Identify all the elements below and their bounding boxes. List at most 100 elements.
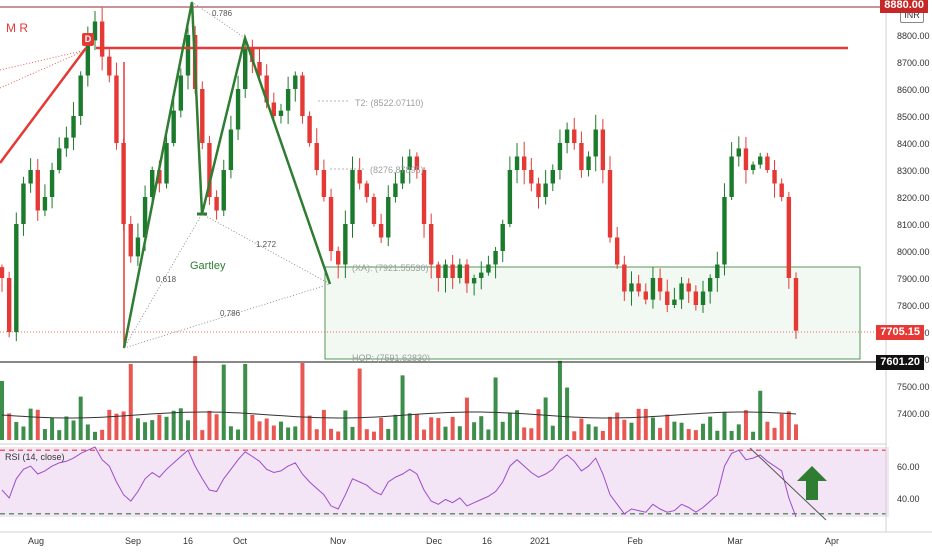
candle-body [514, 156, 520, 170]
candle-body [335, 251, 341, 265]
candle-body [285, 89, 291, 111]
volume-bar [221, 364, 226, 440]
volume-bar [321, 409, 326, 440]
volume-bar [193, 356, 198, 440]
volume-bar [307, 415, 312, 440]
volume-bar [300, 363, 305, 440]
current-price-tag: 7705.15 [876, 325, 924, 340]
volume-bar [622, 419, 627, 440]
candle-body [371, 197, 377, 224]
candle-body [278, 110, 284, 116]
candle-body [772, 170, 777, 184]
red-trend-line [0, 47, 88, 164]
candle-body [42, 197, 48, 211]
volume-bar [486, 429, 491, 440]
candle-body [572, 129, 577, 143]
price-tick-label: 8100.00 [897, 220, 930, 230]
volume-bar [629, 422, 634, 440]
volume-bar [128, 363, 133, 440]
volume-bar [479, 416, 484, 440]
volume-bar [557, 360, 562, 440]
volume-bar [164, 416, 169, 440]
volume-bar [472, 422, 477, 440]
candle-body [264, 75, 269, 103]
volume-bar [178, 408, 183, 440]
volume-bar [336, 431, 341, 440]
volume-bar [85, 424, 90, 440]
candle-body [28, 170, 33, 184]
candle-body [700, 291, 706, 305]
volume-bar [507, 413, 512, 440]
candle-body [793, 278, 799, 331]
price-tick-label: 8200.00 [897, 193, 930, 203]
candle-body [142, 197, 148, 238]
candle-body [243, 48, 248, 89]
volume-bar [436, 418, 441, 440]
candle-body [343, 224, 348, 265]
volume-bar [464, 397, 469, 440]
volume-bar [71, 420, 76, 440]
candle-body [250, 48, 255, 62]
volume-bar [643, 408, 648, 440]
candle-body [257, 62, 262, 76]
volume-bar [42, 429, 47, 440]
candle-body [293, 75, 298, 89]
volume-bar [608, 416, 613, 440]
volume-bar [786, 411, 791, 440]
rsi-pane [0, 446, 886, 521]
volume-bar [779, 413, 784, 440]
volume-bar [350, 426, 355, 440]
volume-bar [207, 410, 212, 440]
candle-body [693, 291, 699, 305]
volume-bar [565, 387, 570, 440]
volume-bar [658, 427, 663, 440]
candle-body [579, 143, 584, 170]
volume-bar [536, 409, 541, 440]
volume-bar [400, 375, 405, 440]
rsi-band [0, 447, 889, 517]
volume-bar [722, 411, 727, 440]
volume-bar [600, 430, 605, 440]
price-tick-label: 8000.00 [897, 247, 930, 257]
volume-bar [729, 430, 734, 440]
candle-body [135, 237, 141, 257]
volume-bar [758, 390, 763, 440]
price-tick-label: 8500.00 [897, 112, 930, 122]
rsi-tick-label: 40.00 [897, 494, 920, 504]
candle-body [321, 170, 327, 197]
volume-bar [493, 377, 498, 440]
time-tick-label: Apr [825, 536, 839, 546]
price-tick-label: 7400.00 [897, 409, 930, 419]
candle-body [650, 278, 656, 300]
price-tick-label: 8300.00 [897, 166, 930, 176]
candle-body [629, 283, 634, 292]
volume-bar [665, 414, 670, 440]
candle-body [235, 89, 241, 130]
candle-body [78, 75, 83, 116]
candle-body [64, 137, 69, 149]
volume-bar [364, 429, 369, 440]
candle-body [586, 156, 591, 170]
volume-bar [550, 425, 555, 440]
symbol-label: M R [6, 21, 28, 35]
price-tick-label: 8600.00 [897, 85, 930, 95]
candle-body [665, 291, 670, 305]
volume-bar [708, 416, 713, 440]
volume-bar [357, 368, 362, 440]
candle-body [185, 35, 191, 76]
volume-bar [293, 426, 298, 440]
candle-body [171, 110, 176, 143]
volume-bar [21, 426, 26, 440]
volume-bar [135, 418, 140, 440]
candle-body [529, 170, 534, 184]
candle-body [722, 197, 727, 265]
candle-body [679, 283, 684, 300]
d-badge[interactable]: D [82, 33, 94, 46]
volume-bar [522, 427, 527, 440]
candle-body [57, 148, 62, 170]
candle-body [414, 156, 420, 170]
candle-body [49, 170, 55, 197]
volume-bar [185, 420, 190, 440]
candle-body [150, 170, 155, 197]
